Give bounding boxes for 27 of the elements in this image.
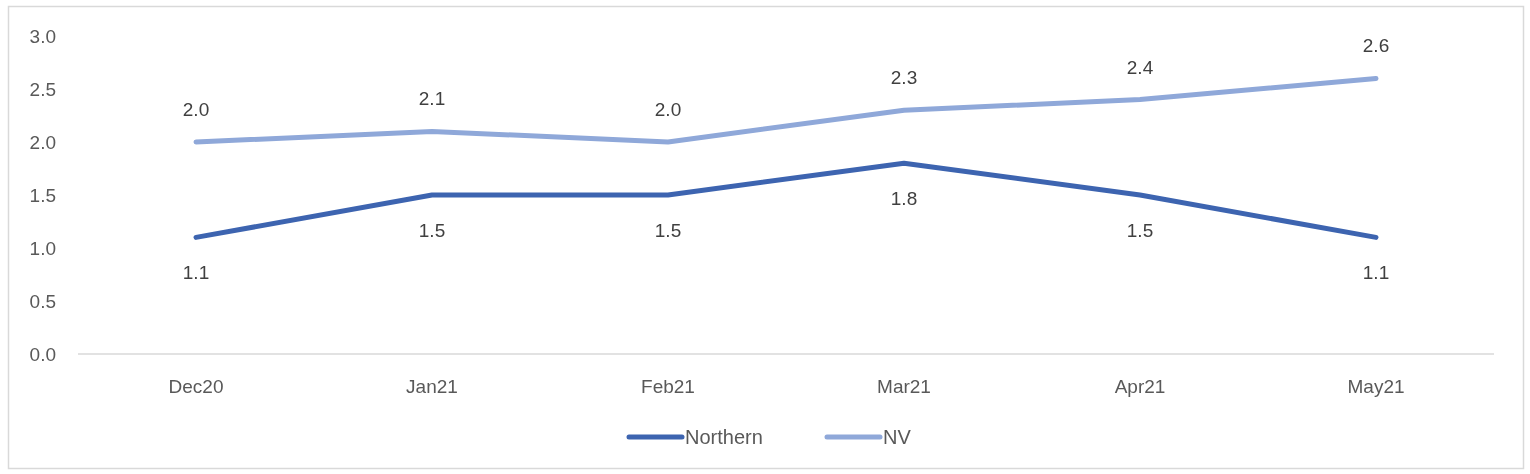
y-tick-label: 2.5 <box>29 78 56 100</box>
x-tick-label: Mar21 <box>877 375 931 397</box>
x-tick-label: Dec20 <box>168 375 224 397</box>
data-label: 2.1 <box>418 88 446 110</box>
data-label: 1.5 <box>1126 220 1154 241</box>
y-tick-label: 2.0 <box>29 131 56 153</box>
data-label: 1.8 <box>890 188 918 210</box>
y-tick-label: 3.0 <box>29 25 56 47</box>
legend-label: NV <box>883 426 912 448</box>
data-label: 2.6 <box>1362 35 1390 57</box>
data-label: 2.0 <box>182 99 210 120</box>
data-label: 1.5 <box>654 220 682 241</box>
data-label: 1.5 <box>418 220 446 241</box>
legend-label: Northern <box>685 426 763 448</box>
data-label: 2.4 <box>1126 56 1154 78</box>
y-tick-label: 1.0 <box>29 237 56 259</box>
x-tick-label: Apr21 <box>1114 375 1166 397</box>
y-tick-label: 1.5 <box>29 184 56 206</box>
data-label: 2.0 <box>654 99 682 120</box>
data-label: 1.1 <box>1362 262 1390 284</box>
y-tick-label: 0.0 <box>29 343 56 365</box>
data-label: 1.1 <box>182 262 210 284</box>
x-tick-label: May21 <box>1347 375 1405 397</box>
x-tick-label: Feb21 <box>641 375 695 397</box>
y-tick-label: 0.5 <box>29 290 56 312</box>
data-label: 2.3 <box>890 67 918 89</box>
x-tick-label: Jan21 <box>406 375 458 397</box>
